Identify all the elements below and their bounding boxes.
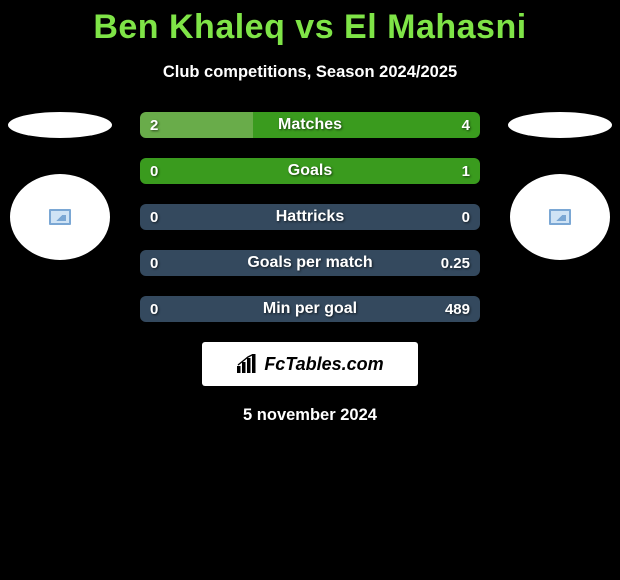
stat-bar-right-segment xyxy=(253,112,480,138)
team-right-column xyxy=(508,112,612,260)
image-placeholder-icon xyxy=(549,209,571,225)
stat-bars-container: Matches24 Goals01 Hattricks00 Goals per mat… xyxy=(140,112,480,322)
team-right-flag-ellipse xyxy=(508,112,612,138)
stat-bar-right-segment xyxy=(140,296,480,322)
stat-bar-right-segment xyxy=(140,158,480,184)
bars-chart-icon xyxy=(236,354,258,374)
stat-bar: Goals01 xyxy=(140,158,480,184)
team-left-flag-ellipse xyxy=(8,112,112,138)
stat-bar: Goals per match00.25 xyxy=(140,250,480,276)
stat-bar: Matches24 xyxy=(140,112,480,138)
stat-bar: Hattricks00 xyxy=(140,204,480,230)
subtitle: Club competitions, Season 2024/2025 xyxy=(0,63,620,82)
brand-text: FcTables.com xyxy=(264,354,383,375)
team-right-logo-circle xyxy=(510,174,610,260)
stat-bar-right-segment xyxy=(140,250,480,276)
stat-bar: Min per goal0489 xyxy=(140,296,480,322)
stat-bar-right-segment xyxy=(140,204,480,230)
stat-bar-left-segment xyxy=(140,112,253,138)
brand-box: FcTables.com xyxy=(202,342,418,386)
image-placeholder-icon xyxy=(49,209,71,225)
date-text: 5 november 2024 xyxy=(0,406,620,425)
comparison-chart: Matches24 Goals01 Hattricks00 Goals per mat… xyxy=(0,112,620,425)
team-left-column xyxy=(8,112,112,260)
team-left-logo-circle xyxy=(10,174,110,260)
page-title: Ben Khaleq vs El Mahasni xyxy=(0,0,620,47)
